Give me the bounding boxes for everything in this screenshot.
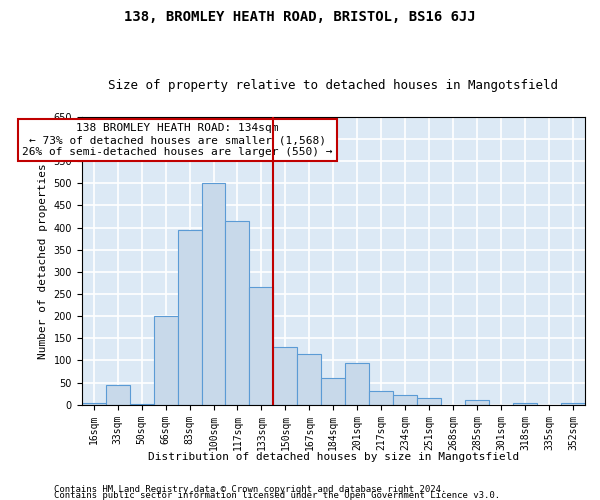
Text: Contains public sector information licensed under the Open Government Licence v3: Contains public sector information licen… [54,490,500,500]
Bar [298,354,322,405]
Text: Contains HM Land Registry data © Crown copyright and database right 2024.: Contains HM Land Registry data © Crown c… [54,484,446,494]
Bar [202,183,226,405]
Bar [465,400,489,405]
Bar [154,316,178,405]
Bar [130,404,154,405]
Text: 138 BROMLEY HEATH ROAD: 134sqm
← 73% of detached houses are smaller (1,568)
26% : 138 BROMLEY HEATH ROAD: 134sqm ← 73% of … [22,124,333,156]
Text: 138, BROMLEY HEATH ROAD, BRISTOL, BS16 6JJ: 138, BROMLEY HEATH ROAD, BRISTOL, BS16 6… [124,10,476,24]
Bar [369,392,393,405]
Bar [274,347,298,405]
Bar [346,362,369,405]
Y-axis label: Number of detached properties: Number of detached properties [38,163,48,358]
Bar [561,404,585,405]
Bar [250,288,274,405]
Title: Size of property relative to detached houses in Mangotsfield: Size of property relative to detached ho… [109,79,559,92]
Bar [393,395,417,405]
Bar [178,230,202,405]
Bar [513,402,537,405]
Bar [226,221,250,405]
Bar [82,402,106,405]
Bar [322,378,346,405]
Bar [106,385,130,405]
Bar [417,398,441,405]
X-axis label: Distribution of detached houses by size in Mangotsfield: Distribution of detached houses by size … [148,452,519,462]
